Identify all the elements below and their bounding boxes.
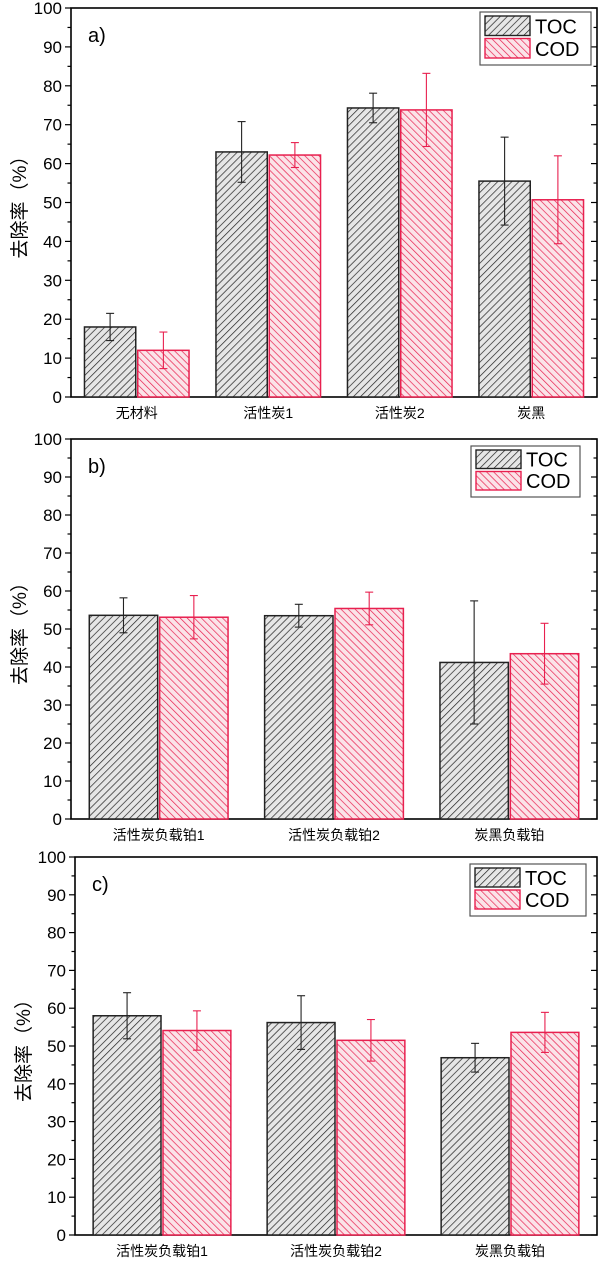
- bar-cod: [510, 1031, 580, 1236]
- bar-cod: [158, 616, 229, 820]
- panel-label: a): [88, 25, 106, 47]
- bar-toc: [346, 107, 400, 398]
- y-tick-label: 20: [43, 734, 62, 753]
- y-tick-label: 60: [47, 999, 66, 1018]
- legend-swatch-toc: [475, 449, 522, 470]
- y-tick-label: 0: [53, 388, 62, 407]
- x-category-label: 活性炭负载铂1: [116, 1243, 208, 1259]
- y-tick-label: 70: [47, 961, 66, 980]
- y-tick-label: 100: [34, 0, 62, 18]
- bar-cod: [400, 109, 453, 398]
- y-tick-label: 40: [43, 232, 62, 251]
- y-tick-label: 40: [47, 1075, 66, 1094]
- x-category-label: 活性炭1: [243, 405, 293, 421]
- y-axis-label: 去除率（%）: [9, 573, 31, 685]
- y-tick-label: 50: [47, 1037, 66, 1056]
- panel-c: 0 10 20 30 40 50 60 70 80 90 100 去除率（%） c) 活性炭负载铂1 活性炭…: [13, 848, 598, 1259]
- y-axis-label: 去除率（%）: [9, 147, 31, 259]
- y-tick-label: 80: [47, 924, 66, 943]
- panel-a: 0 10 20 30 40 50 60 70 80 90 100 去除率（%） a) 无材料 活性炭1 活性炭…: [9, 0, 598, 421]
- bar-toc: [439, 661, 510, 820]
- y-tick-label: 60: [43, 582, 62, 601]
- legend-label-toc: TOC: [526, 450, 568, 472]
- legend-swatch-cod: [475, 470, 522, 491]
- y-tick-label: 10: [47, 1188, 66, 1207]
- legend-label-cod: COD: [535, 39, 579, 61]
- y-tick-label: 90: [47, 886, 66, 905]
- y-tick-label: 70: [43, 116, 62, 135]
- y-tick-label: 80: [43, 77, 62, 96]
- y-tick-label: 30: [43, 696, 62, 715]
- y-tick-label: 80: [43, 506, 62, 525]
- y-tick-label: 40: [43, 658, 62, 677]
- y-tick-label: 70: [43, 544, 62, 563]
- y-tick-label: 60: [43, 155, 62, 174]
- y-tick-label: 90: [43, 38, 62, 57]
- y-tick-label: 20: [47, 1150, 66, 1169]
- y-tick-label: 90: [43, 468, 62, 487]
- bar-cod: [336, 1039, 406, 1236]
- x-category-label: 活性炭负载铂1: [113, 827, 205, 843]
- legend-label-cod: COD: [525, 890, 569, 912]
- x-category-label: 无材料: [116, 405, 158, 421]
- y-tick-label: 50: [43, 194, 62, 213]
- y-tick-label: 50: [43, 620, 62, 639]
- legend-label-toc: TOC: [525, 868, 567, 890]
- y-tick-label: 20: [43, 310, 62, 329]
- x-category-label: 活性炭负载铂2: [288, 827, 380, 843]
- bar-toc: [266, 1021, 336, 1236]
- bar-cod: [268, 154, 322, 398]
- legend-label-cod: COD: [526, 471, 570, 493]
- x-category-label: 炭黑: [517, 405, 545, 421]
- bar-cod: [334, 607, 405, 820]
- x-category-label: 活性炭负载铂2: [290, 1243, 382, 1259]
- y-tick-label: 100: [38, 848, 66, 867]
- bar-toc: [88, 614, 159, 820]
- bar-toc: [92, 1015, 162, 1236]
- y-tick-label: 0: [57, 1226, 66, 1245]
- legend-swatch-toc: [484, 15, 531, 37]
- y-tick-label: 10: [43, 772, 62, 791]
- y-axis-label: 去除率（%）: [13, 990, 35, 1102]
- x-category-label: 炭黑负载铂: [474, 827, 544, 843]
- bar-toc: [440, 1056, 510, 1236]
- bar-toc: [215, 151, 268, 398]
- panel-label: b): [88, 456, 106, 478]
- y-tick-label: 100: [34, 430, 62, 449]
- y-tick-label: 0: [53, 810, 62, 829]
- y-tick-label: 30: [43, 271, 62, 290]
- bar-toc: [263, 614, 334, 820]
- panel-b: 0 10 20 30 40 50 60 70 80 90 100 去除率（%） b) 活性炭负载铂1 活性炭…: [9, 430, 598, 843]
- legend-swatch-cod: [484, 37, 531, 59]
- y-tick-label: 30: [47, 1113, 66, 1132]
- legend-swatch-cod: [474, 889, 521, 910]
- legend-label-toc: TOC: [535, 17, 577, 39]
- y-tick-label: 10: [43, 349, 62, 368]
- bar-cod: [162, 1029, 232, 1236]
- legend-swatch-toc: [474, 867, 521, 888]
- x-category-label: 炭黑负载铂: [475, 1243, 545, 1259]
- panel-label: c): [92, 874, 109, 896]
- x-category-label: 活性炭2: [375, 405, 425, 421]
